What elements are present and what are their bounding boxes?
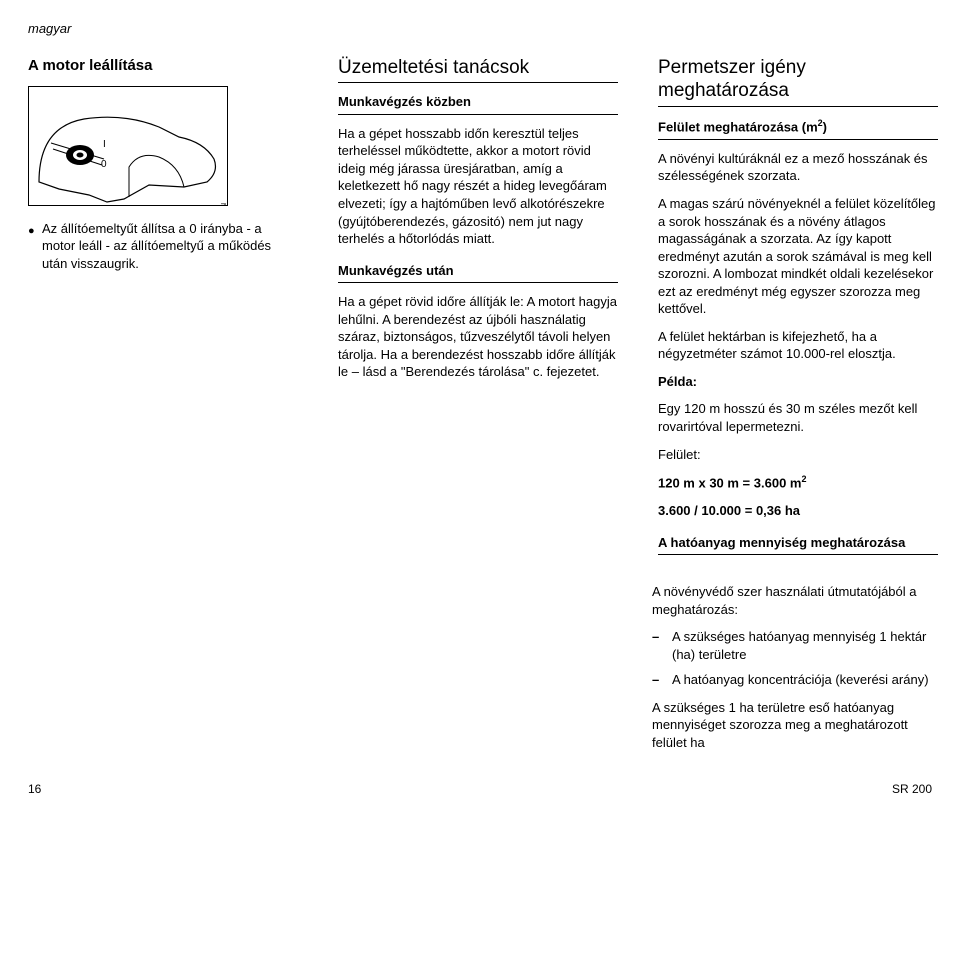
column-middle: Üzemeltetési tanácsok Munkavégzés közben…: [338, 56, 618, 391]
figure-engine-stop: I 0 0002BA025 KN: [28, 86, 228, 206]
lower-para2: A szükséges 1 ha területre eső hatóanyag…: [652, 699, 932, 752]
mid-para2: Ha a gépet rövid időre állítják le: A mo…: [338, 293, 618, 381]
dash-icon: –: [652, 671, 662, 689]
mid-sub1: Munkavégzés közben: [338, 93, 618, 115]
mid-big-title: Üzemeltetési tanácsok: [338, 56, 618, 84]
language-label: magyar: [28, 20, 932, 38]
dash-icon: –: [652, 628, 662, 663]
switch-label-I: I: [103, 139, 106, 150]
lower-para1: A növényvédő szer használati útmutatójáb…: [652, 583, 932, 618]
column-right: Permetszer igény meghatározása Felület m…: [658, 56, 938, 566]
list-item-text: A szükséges hatóanyag mennyiség 1 hektár…: [672, 628, 932, 663]
switch-label-0: 0: [101, 159, 107, 170]
calc-line-2: 3.600 / 10.000 = 0,36 ha: [658, 502, 938, 520]
model-label: SR 200: [892, 781, 932, 797]
mid-para1: Ha a gépet hosszabb időn keresztül telje…: [338, 125, 618, 248]
list-item-text: A hatóanyag koncentrációja (keverési ará…: [672, 671, 929, 689]
bullet-icon: ●: [28, 220, 34, 273]
top-columns: A motor leállítása I 0 0002BA025 KN ● Az…: [28, 56, 932, 566]
mid-sub2: Munkavégzés után: [338, 262, 618, 284]
left-bullet: ● Az állítóemeltyűt állítsa a 0 irányba …: [28, 220, 298, 273]
list-item: – A hatóanyag koncentrációja (keverési a…: [652, 671, 932, 689]
calc-line-1: 120 m x 30 m = 3.600 m2: [658, 473, 938, 492]
lower-block: A növényvédő szer használati útmutatójáb…: [652, 583, 932, 751]
page-number: 16: [28, 781, 41, 797]
list-item: – A szükséges hatóanyag mennyiség 1 hekt…: [652, 628, 932, 663]
right-sub1: Felület meghatározása (m2): [658, 117, 938, 140]
example-label: Példa:: [658, 373, 938, 391]
column-left: A motor leállítása I 0 0002BA025 KN ● Az…: [28, 56, 298, 273]
footer: 16 SR 200: [28, 781, 932, 797]
right-big-title: Permetszer igény meghatározása: [658, 56, 938, 108]
right-sub2: A hatóanyag mennyiség meghatározása: [658, 534, 938, 556]
right-para1: A növényi kultúráknál ez a mező hosszána…: [658, 150, 938, 185]
right-para2: A magas szárú növényeknél a felület köze…: [658, 195, 938, 318]
surface-label: Felület:: [658, 446, 938, 464]
lower-list: – A szükséges hatóanyag mennyiség 1 hekt…: [652, 628, 932, 689]
right-para3: A felület hektárban is kifejezhető, ha a…: [658, 328, 938, 363]
left-bullet-text: Az állítóemeltyűt állítsa a 0 irányba - …: [42, 220, 298, 273]
left-title: A motor leállítása: [28, 56, 298, 76]
example-text: Egy 120 m hosszú és 30 m széles mezőt ke…: [658, 400, 938, 435]
